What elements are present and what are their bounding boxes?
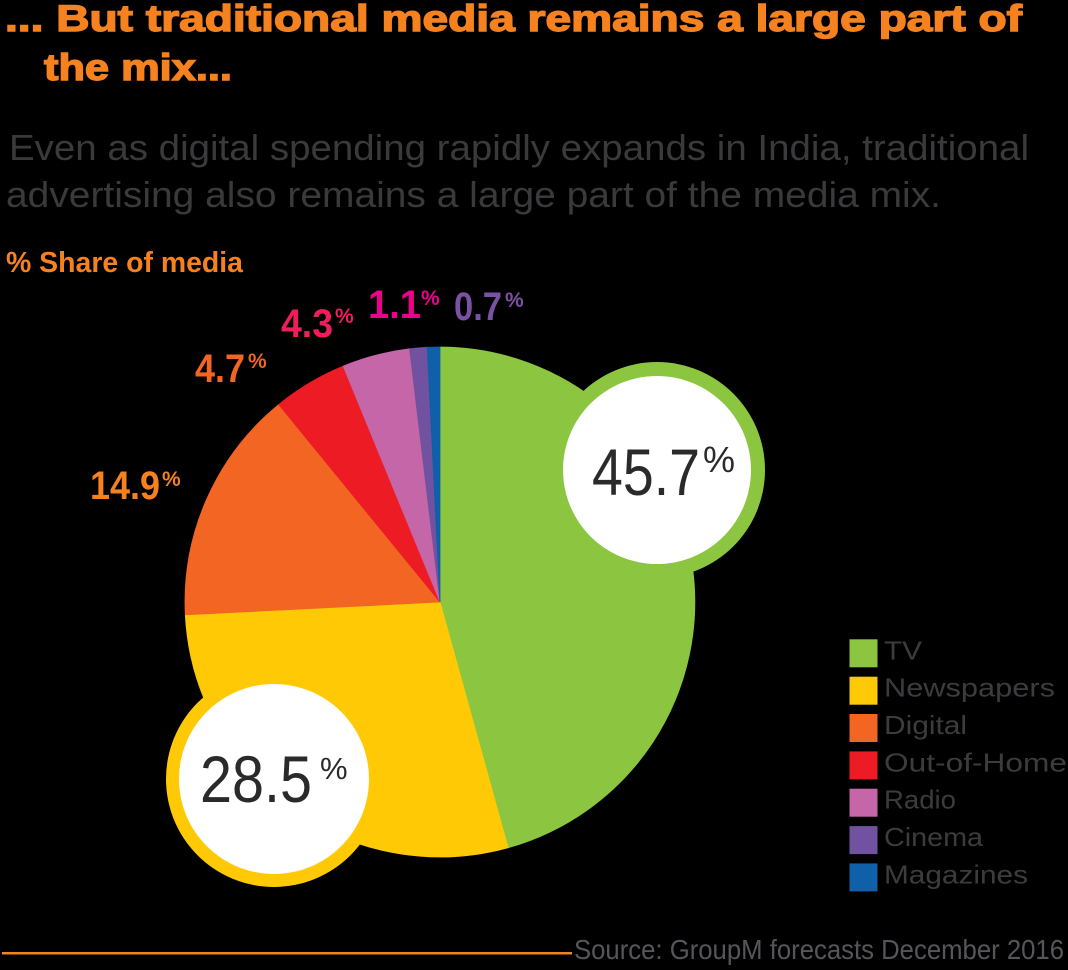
svg-text:14.9: 14.9 xyxy=(90,464,160,508)
svg-text:%: % xyxy=(248,350,267,373)
svg-text:%: % xyxy=(703,439,735,480)
svg-text:28.5: 28.5 xyxy=(200,742,312,816)
svg-text:Source: GroupM forecasts Decem: Source: GroupM forecasts December 2016 xyxy=(574,934,1064,965)
svg-text:%: % xyxy=(421,287,440,310)
svg-text:Magazines: Magazines xyxy=(884,859,1028,889)
svg-text:Radio: Radio xyxy=(884,785,956,815)
svg-text:Out-of-Home: Out-of-Home xyxy=(884,747,1067,777)
svg-text:Even as digital spending rapid: Even as digital spending rapidly expands… xyxy=(9,127,1029,168)
svg-text:45.7: 45.7 xyxy=(592,435,700,509)
svg-text:%: % xyxy=(335,305,354,328)
svg-text:% Share of media: % Share of media xyxy=(6,247,244,279)
svg-text:0.7: 0.7 xyxy=(454,285,502,329)
svg-text:advertising also remains a lar: advertising also remains a large part of… xyxy=(6,174,941,215)
svg-text:the mix...: the mix... xyxy=(44,47,232,88)
svg-text:%: % xyxy=(320,751,348,786)
svg-text:%: % xyxy=(505,289,524,312)
svg-text:4.3: 4.3 xyxy=(281,302,333,346)
svg-text:Cinema: Cinema xyxy=(884,822,984,852)
svg-text:4.7: 4.7 xyxy=(195,347,245,391)
svg-text:Newspapers: Newspapers xyxy=(884,673,1055,703)
svg-text:1.1: 1.1 xyxy=(368,283,421,327)
svg-text:TV: TV xyxy=(884,635,923,665)
svg-text:%: % xyxy=(162,468,181,491)
svg-text:Digital: Digital xyxy=(884,710,967,740)
svg-text:... But traditional media rema: ... But traditional media remains a larg… xyxy=(5,0,1023,39)
